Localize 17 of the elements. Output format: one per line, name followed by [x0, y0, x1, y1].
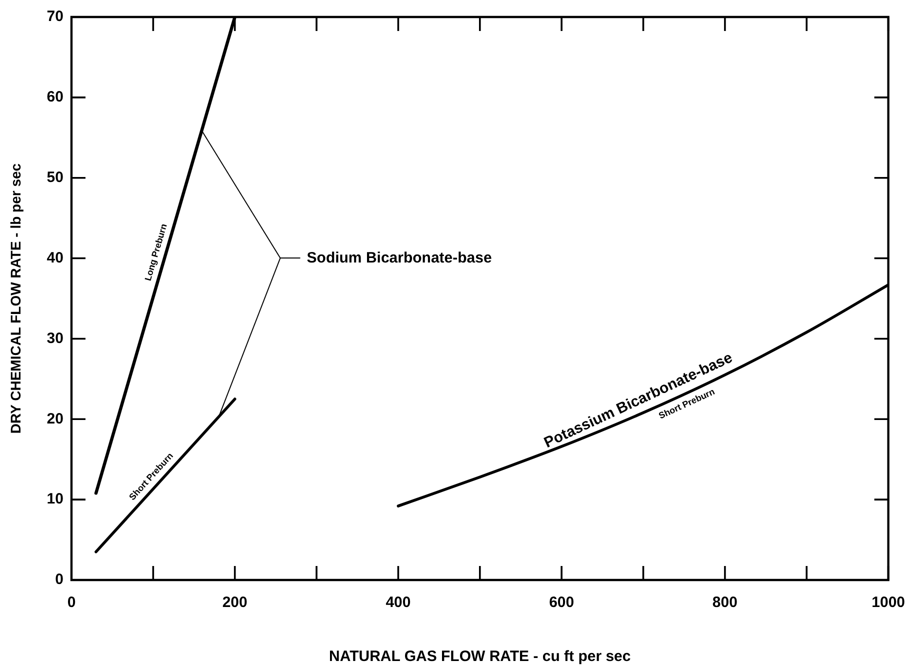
y-tick-label: 50 — [46, 169, 64, 186]
annotation: Sodium Bicarbonate-base — [306, 249, 492, 266]
y-tick-label: 60 — [46, 88, 64, 106]
x-tick-label: 800 — [712, 594, 738, 612]
y-tick-label: 30 — [46, 330, 64, 347]
y-tick-label: 20 — [46, 410, 64, 428]
x-tick-label: 600 — [549, 594, 574, 612]
x-tick-label: 200 — [222, 594, 248, 612]
x-tick-label: 400 — [386, 594, 411, 612]
x-tick-label: 1000 — [872, 594, 906, 612]
y-tick-label: 70 — [46, 8, 64, 26]
x-tick-label: 0 — [67, 594, 76, 612]
y-axis-title: DRY CHEMICAL FLOW RATE - lb per sec — [7, 163, 24, 434]
x-axis-title: NATURAL GAS FLOW RATE - cu ft per sec — [329, 648, 631, 666]
y-tick-label: 40 — [46, 249, 64, 266]
y-tick-label: 0 — [55, 571, 64, 588]
y-tick-label: 10 — [46, 490, 64, 508]
